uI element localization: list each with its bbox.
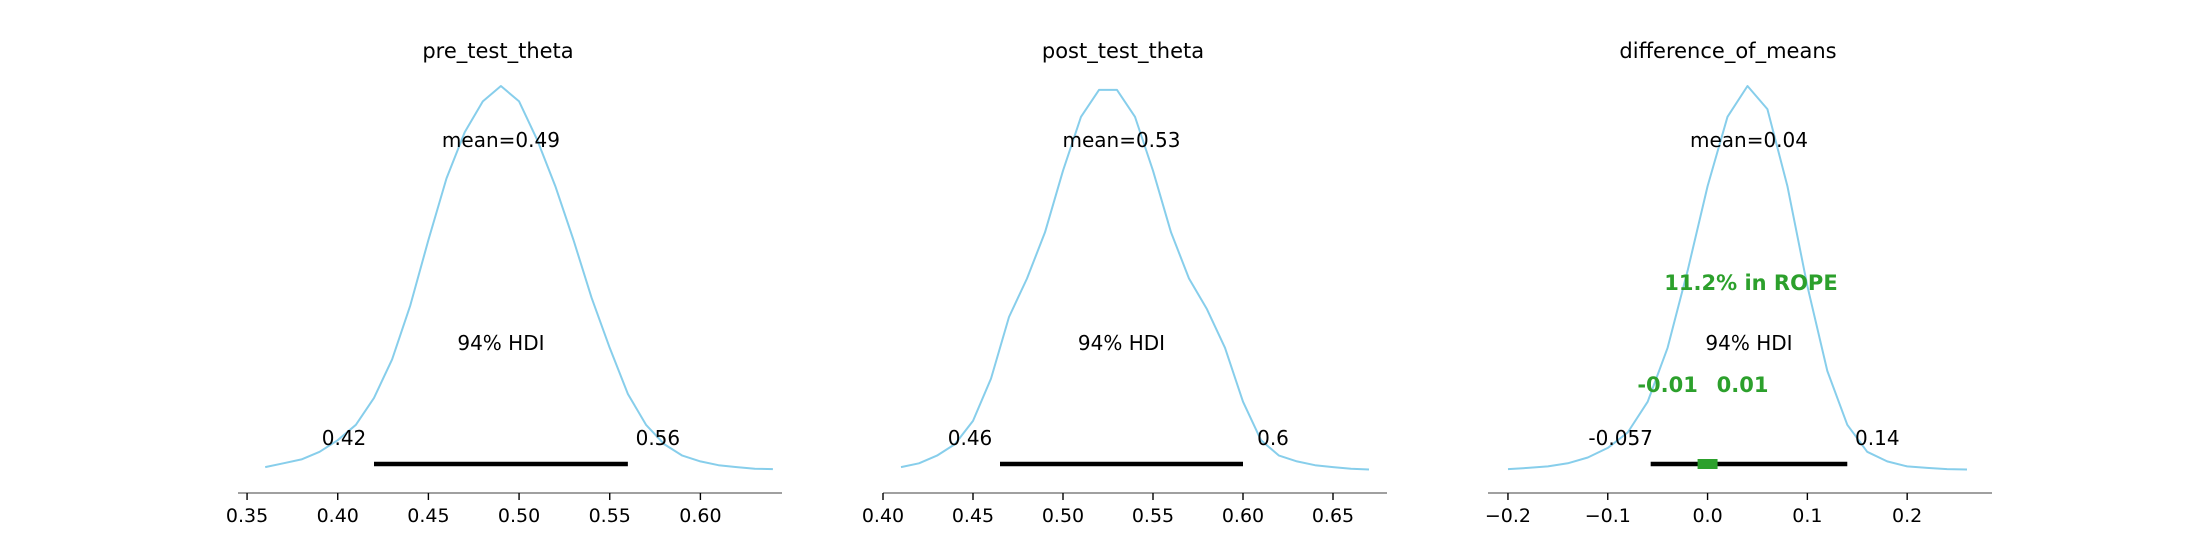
x-tick-label: 0.2 <box>1892 505 1922 527</box>
x-tick-label: 0.55 <box>589 505 631 527</box>
mean-label: mean=0.04 <box>1690 128 1808 152</box>
kde-curve <box>264 85 773 471</box>
mean-label: mean=0.49 <box>442 128 560 152</box>
rope-low-label: -0.01 <box>1637 373 1698 397</box>
x-tick-label: 0.1 <box>1792 505 1822 527</box>
hdi-label: 94% HDI <box>1078 331 1165 355</box>
hdi-low-label: -0.057 <box>1588 426 1652 450</box>
mean-label: mean=0.53 <box>1062 128 1180 152</box>
hdi-high-label: 0.56 <box>636 426 681 450</box>
hdi-high-label: 0.6 <box>1257 426 1289 450</box>
hdi-high-label: 0.14 <box>1855 426 1900 450</box>
x-tick-label: 0.60 <box>1222 505 1264 527</box>
hdi-label: 94% HDI <box>1705 331 1792 355</box>
x-tick-label: 0.35 <box>226 505 268 527</box>
x-tick-label: 0.45 <box>952 505 994 527</box>
kde-curve <box>900 88 1370 471</box>
panel-title: difference_of_means <box>1619 39 1836 64</box>
x-tick-label: 0.65 <box>1312 505 1354 527</box>
rope-high-label: 0.01 <box>1717 373 1769 397</box>
x-tick-label: 0.55 <box>1132 505 1174 527</box>
hdi-low-label: 0.46 <box>948 426 993 450</box>
x-tick-label: 0.45 <box>407 505 449 527</box>
x-tick-label: 0.50 <box>1042 505 1084 527</box>
rope-percent-label: 11.2% in ROPE <box>1664 271 1837 295</box>
panel-title: pre_test_theta <box>422 39 573 64</box>
rope-marker <box>1697 459 1718 469</box>
x-tick-label: −0.1 <box>1585 505 1631 527</box>
x-tick-label: 0.40 <box>317 505 359 527</box>
x-tick-label: 0.0 <box>1692 505 1722 527</box>
panel-title: post_test_theta <box>1042 39 1204 64</box>
x-tick-label: 0.50 <box>498 505 540 527</box>
kde-curve <box>1507 85 1968 471</box>
hdi-low-label: 0.42 <box>322 426 367 450</box>
x-tick-label: 0.40 <box>862 505 904 527</box>
x-tick-label: 0.60 <box>679 505 721 527</box>
hdi-label: 94% HDI <box>457 331 544 355</box>
x-tick-label: −0.2 <box>1485 505 1531 527</box>
